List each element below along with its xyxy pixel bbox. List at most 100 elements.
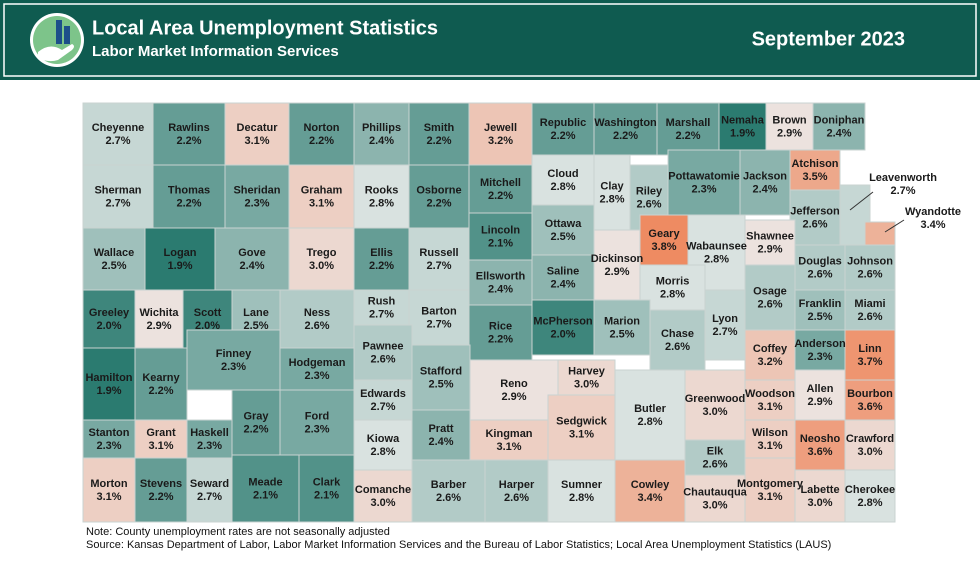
county-rate: 2.7% [712, 326, 737, 338]
county-rate: 2.2% [613, 130, 638, 142]
county-rate: 2.1% [253, 489, 278, 501]
county-name: Cheyenne [92, 122, 145, 134]
county-rate: 2.2% [148, 385, 173, 397]
note: Source: Kansas Department of Labor, Labo… [86, 539, 831, 551]
county-name: Doniphan [814, 114, 865, 126]
county [744, 264, 796, 331]
county-name: Wyandotte [905, 206, 961, 218]
county-name: Cloud [547, 168, 578, 180]
county-name: Lyon [712, 313, 738, 325]
county-rate: 2.4% [369, 135, 394, 147]
county-rate: 2.2% [309, 135, 334, 147]
county-rate: 2.6% [636, 198, 661, 210]
county-name: Cowley [631, 479, 670, 491]
county [152, 102, 226, 166]
county-name: Riley [636, 185, 663, 197]
county-name: Grant [146, 427, 176, 439]
county [557, 359, 616, 396]
county-name: Shawnee [746, 230, 794, 242]
county-name: Pawnee [363, 340, 404, 352]
county [144, 227, 216, 291]
county-name: Geary [648, 228, 680, 240]
note: Note: County unemployment rates are not … [86, 526, 390, 538]
leader-line [849, 191, 874, 211]
county-rate: 2.8% [369, 197, 394, 209]
county [531, 204, 595, 256]
county-name: Labette [800, 484, 839, 496]
county-name: Gove [238, 247, 266, 259]
county-rate: 3.6% [807, 446, 832, 458]
county-rate: 3.5% [802, 171, 827, 183]
county-name: Hamilton [85, 372, 132, 384]
county-rate: 2.2% [176, 197, 201, 209]
county [353, 324, 413, 381]
county-rate: 2.9% [146, 320, 171, 332]
county [844, 244, 896, 291]
county-rate: 2.3% [221, 361, 246, 373]
county-rate: 2.0% [550, 328, 575, 340]
county-name: Sherman [94, 184, 141, 196]
county [231, 454, 300, 523]
county-name: Linn [858, 343, 881, 355]
county-rate: 2.8% [704, 253, 729, 265]
county [547, 459, 616, 523]
county-name: Harper [499, 479, 535, 491]
county [656, 102, 720, 156]
county-name: Cherokee [845, 484, 895, 496]
county-rate: 3.0% [702, 499, 727, 511]
county-name: Graham [301, 184, 343, 196]
county-rate: 2.2% [369, 260, 394, 272]
county-rate: 1.9% [96, 385, 121, 397]
county [353, 102, 410, 166]
county-rate: 2.6% [504, 492, 529, 504]
county-name: Morris [656, 275, 690, 287]
county-name: Bourbon [847, 388, 893, 400]
county [765, 102, 814, 151]
county [744, 379, 796, 421]
county [844, 419, 896, 471]
county [844, 469, 896, 523]
county-rate: 2.9% [757, 243, 782, 255]
county-rate: 2.8% [550, 181, 575, 193]
county-name: Sheridan [233, 184, 280, 196]
county-name: Thomas [168, 184, 210, 196]
county-name: Haskell [190, 427, 229, 439]
county-rate: 3.1% [496, 441, 521, 453]
county-name: Barton [421, 305, 457, 317]
county-rate: 2.7% [426, 318, 451, 330]
county-rate: 2.8% [370, 446, 395, 458]
county-name: Leavenworth [869, 172, 937, 184]
title: Local Area Unemployment Statistics [92, 17, 438, 39]
county-rate: 2.2% [550, 130, 575, 142]
county-rate: 2.4% [488, 283, 513, 295]
county-rate: 2.8% [637, 416, 662, 428]
county-name: Lincoln [481, 224, 520, 236]
county-name: Woodson [745, 388, 795, 400]
subtitle: Labor Market Information Services [92, 43, 339, 60]
county [531, 154, 595, 206]
county-rate: 2.6% [857, 311, 882, 323]
county-rate: 2.8% [857, 497, 882, 509]
county-rate: 2.0% [195, 320, 220, 332]
county-rate: 2.6% [857, 268, 882, 280]
county-rate: 3.0% [309, 260, 334, 272]
county-name: Brown [772, 114, 807, 126]
header-border [3, 3, 977, 77]
county [864, 221, 896, 246]
county-rate: 2.7% [369, 308, 394, 320]
county-rate: 2.5% [428, 378, 453, 390]
county-rate: 2.2% [148, 491, 173, 503]
county-name: Coffey [753, 343, 788, 355]
county-name: Greeley [89, 307, 130, 319]
county-rate: 3.4% [637, 492, 662, 504]
county-rate: 3.1% [569, 428, 594, 440]
county [484, 459, 549, 523]
county [639, 214, 689, 266]
county [744, 457, 796, 523]
county-rate: 3.1% [148, 440, 173, 452]
county-name: Washington [594, 117, 657, 129]
county-rate: 2.9% [604, 266, 629, 278]
county-name: Edwards [360, 388, 406, 400]
county-name: Chautauqua [683, 486, 747, 498]
